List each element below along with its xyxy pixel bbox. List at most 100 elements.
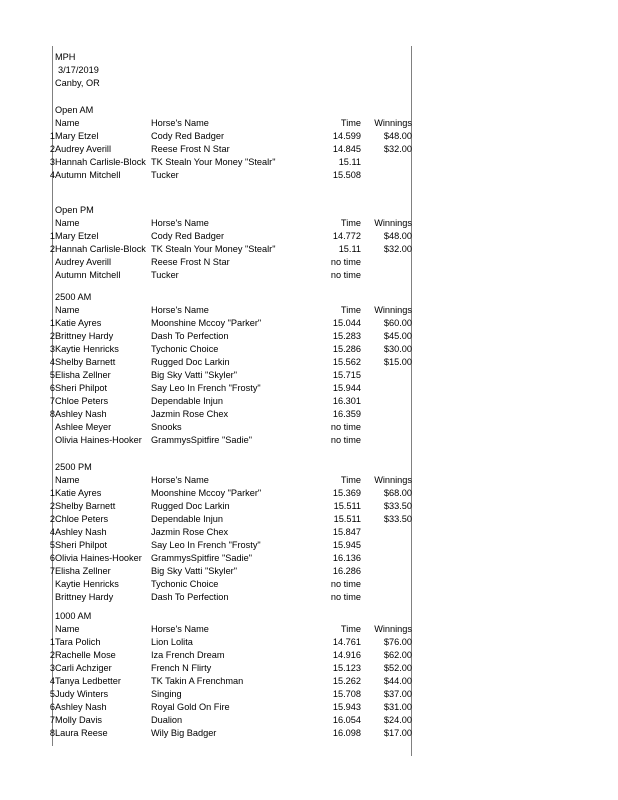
cell-horse: Say Leo In French "Frosty" [151,383,261,393]
cell-time: 14.845 [332,144,361,154]
results-table: Name Horse's Name Time Winnings 1 Mary Etzel C… [0,217,412,282]
table-row: 2 Brittney Hardy Dash To Perfection 15.283 $… [0,330,412,343]
cell-time: 15.511 [333,514,361,524]
cell-rank: 2 [49,514,55,524]
table-row: 2 Audrey Averill Reese Frost N Star 14.845 $… [0,143,412,156]
section-label: 1000 AM [55,611,92,621]
cell-horse: Moonshine Mccoy "Parker" [151,488,262,498]
cell-time: 15.715 [332,370,361,380]
cell-winnings [361,552,412,565]
cell-rank: 5 [49,540,55,550]
table-row: 1 Katie Ayres Moonshine Mccoy "Parker" 15.3… [0,487,412,500]
section-label: Open AM [55,105,94,115]
cell-rank: 2 [49,501,55,511]
cell-rank: 3 [49,157,55,167]
cell-name: Chloe Peters [55,396,109,406]
cell-rank: 7 [49,566,55,576]
results-table: Name Horse's Name Time Winnings 1 Mary Etzel C… [0,117,412,182]
cell-horse: Tychonic Choice [151,579,219,589]
cell-horse: TK Takin A Frenchman [151,676,244,686]
cell-winnings [361,408,412,421]
table-row: 3 Carli Achziger French N Flirty 15.123 $52.… [0,662,412,675]
table-row: Audrey Averill Reese Frost N Star no time [0,256,412,269]
cell-name: Carli Achziger [55,663,112,673]
cell-rank: 1 [49,231,55,241]
table-header-row: Name Horse's Name Time Winnings [0,474,412,487]
cell-horse: Dash To Perfection [151,592,229,602]
table-row: 4 Autumn Mitchell Tucker 15.508 [0,169,412,182]
cell-winnings [361,565,412,578]
cell-horse: Tucker [151,270,179,280]
column-header-rank [0,217,55,230]
cell-horse: Lion Lolita [151,637,193,647]
column-header-winnings: Winnings [374,475,412,485]
cell-time: 16.359 [332,409,361,419]
cell-winnings: $48.00 [383,131,412,141]
table-row: 8 Laura Reese Wily Big Badger 16.098 $17.00 [0,727,412,740]
cell-name: Molly Davis [55,715,102,725]
cell-rank [0,421,55,434]
column-header-horse: Horse's Name [151,218,209,228]
cell-winnings [361,421,412,434]
table-row: 1 Mary Etzel Cody Red Badger 14.599 $48.00 [0,130,412,143]
cell-winnings: $48.00 [383,231,412,241]
cell-winnings [361,591,412,604]
cell-winnings [361,369,412,382]
table-row: 5 Judy Winters Singing 15.708 $37.00 [0,688,412,701]
column-header-horse: Horse's Name [151,475,209,485]
cell-horse: Reese Frost N Star [151,257,230,267]
cell-time: 15.11 [338,157,361,167]
cell-rank: 4 [49,676,55,686]
column-header-time: Time [340,475,361,485]
table-row: 5 Elisha Zellner Big Sky Vatti "Skyler" 15.… [0,369,412,382]
column-header-horse: Horse's Name [151,118,209,128]
cell-rank: 5 [49,370,55,380]
cell-time: 15.283 [332,331,361,341]
cell-rank: 6 [49,702,55,712]
cell-name: Chloe Peters [55,514,109,524]
cell-name: Katie Ayres [55,318,102,328]
cell-horse: Jazmin Rose Chex [151,409,229,419]
cell-time: 15.847 [332,527,361,537]
cell-time: 14.599 [332,131,361,141]
cell-name: Judy Winters [55,689,109,699]
cell-horse: Wily Big Badger [151,728,217,738]
cell-horse: Say Leo In French "Frosty" [151,540,261,550]
cell-rank: 3 [49,663,55,673]
cell-horse: French N Flirty [151,663,212,673]
table-row: 6 Ashley Nash Royal Gold On Fire 15.943 $31.… [0,701,412,714]
column-header-rank [0,304,55,317]
cell-rank: 7 [49,396,55,406]
cell-name: Brittney Hardy [55,592,114,602]
cell-name: Olivia Haines-Hooker [55,435,142,445]
cell-name: Kaytie Henricks [55,344,119,354]
cell-name: Mary Etzel [55,131,99,141]
cell-winnings [361,382,412,395]
results-table: Name Horse's Name Time Winnings 1 Tara Polich… [0,623,412,740]
cell-winnings [361,578,412,591]
cell-horse: Dependable Injun [151,396,224,406]
table-row: 7 Molly Davis Dualion 16.054 $24.00 [0,714,412,727]
cell-rank: 4 [49,170,55,180]
cell-time: 16.136 [332,553,361,563]
cell-winnings: $31.00 [383,702,412,712]
table-row: 4 Shelby Barnett Rugged Doc Larkin 15.562 $1… [0,356,412,369]
cell-name: Elisha Zellner [55,370,111,380]
cell-name: Shelby Barnett [55,357,116,367]
cell-name: Audrey Averill [55,144,112,154]
cell-time: 16.286 [332,566,361,576]
cell-horse: Dash To Perfection [151,331,229,341]
cell-rank: 2 [49,144,55,154]
cell-horse: Royal Gold On Fire [151,702,230,712]
cell-rank: 4 [49,527,55,537]
cell-rank: 4 [49,357,55,367]
table-row: 1 Tara Polich Lion Lolita 14.761 $76.00 [0,636,412,649]
cell-name: Ashley Nash [55,527,107,537]
cell-winnings [361,269,412,282]
cell-time: 14.916 [332,650,361,660]
cell-horse: Singing [151,689,182,699]
cell-winnings: $52.00 [383,663,412,673]
cell-time: 15.943 [332,702,361,712]
cell-time: 15.508 [332,170,361,180]
cell-name: Kaytie Henricks [55,579,119,589]
